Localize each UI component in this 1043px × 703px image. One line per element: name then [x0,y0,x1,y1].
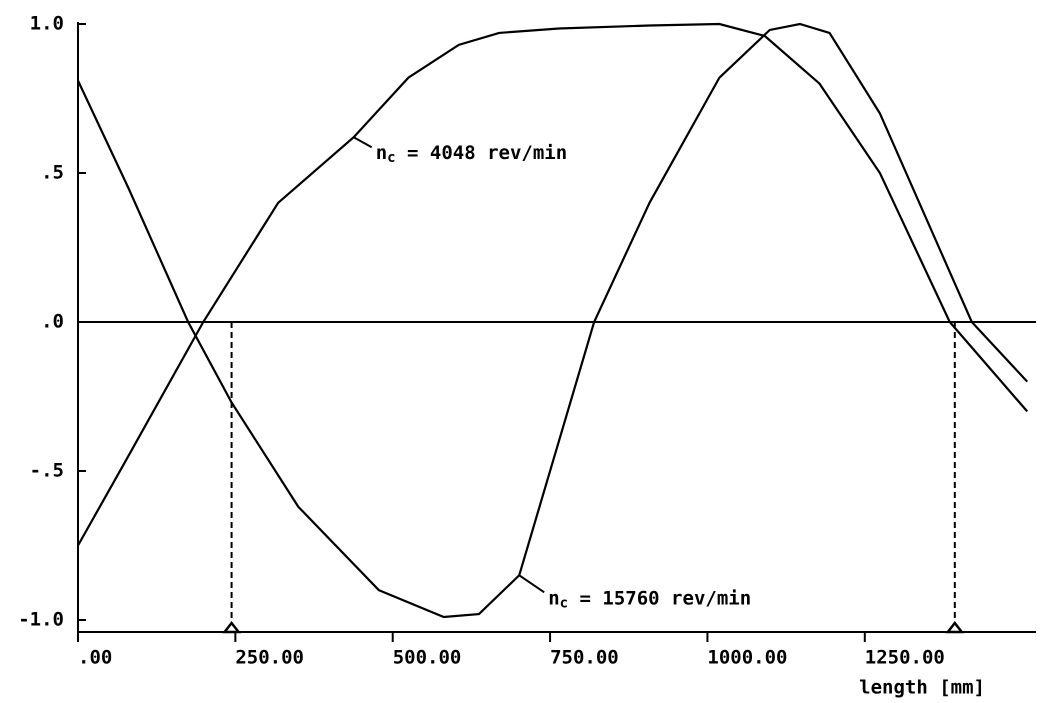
y-tick-label: 1.0 [30,13,64,35]
annotation-leader [353,136,373,149]
annotation: nc = 4048 rev/min [376,142,567,167]
x-tick-label: 1250.00 [865,647,945,669]
annotation-leader [518,574,545,594]
annotation-part: n [376,142,387,164]
x-tick-label: 500.00 [393,647,462,669]
x-tick-label: 250.00 [235,647,304,669]
y-tick-label: .0 [41,311,64,333]
x-tick-label: 1000.00 [707,647,787,669]
x-tick-label: .00 [78,647,112,669]
series-line [77,22,1029,547]
marker [945,620,965,634]
annotation-part: c [387,150,395,166]
y-tick-label: -1.0 [18,609,64,631]
y-tick-label: -.5 [30,460,64,482]
x-axis-label: length [mm] [859,677,985,699]
annotation-part: = 4048 rev/min [396,142,568,164]
annotation-part: n [548,587,559,609]
x-tick-label: 750.00 [550,647,619,669]
series-line [77,22,1028,619]
marker [222,620,242,634]
y-tick-label: .5 [41,162,64,184]
annotation-part: c [560,595,568,611]
annotation: nc = 15760 rev/min [548,587,751,612]
annotation-part: = 15760 rev/min [568,587,751,609]
